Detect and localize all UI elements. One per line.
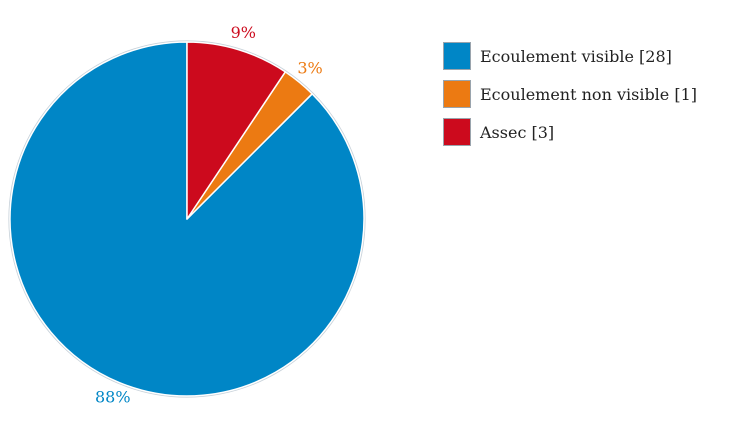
legend-item-ecoulement-visible: Ecoulement visible [28] — [443, 41, 697, 71]
legend-label-ecoulement-non-visible: Ecoulement non visible [1] — [480, 84, 698, 104]
pie-slice-assec — [186, 41, 287, 220]
legend-label-assec: Assec [3] — [480, 122, 555, 142]
chart-legend: Ecoulement visible [28] Ecoulement non v… — [443, 41, 697, 155]
pie-label-ecoulement-visible: 88% — [95, 388, 131, 407]
legend-item-assec: Assec [3] — [443, 117, 697, 147]
pie-label-ecoulement-non-visible: 3% — [297, 59, 322, 78]
pie-label-assec: 9% — [231, 23, 256, 42]
legend-swatch-assec — [443, 118, 471, 146]
pie-outline — [8, 40, 366, 398]
legend-swatch-ecoulement-non-visible — [443, 80, 471, 108]
legend-label-ecoulement-visible: Ecoulement visible [28] — [480, 46, 672, 66]
legend-item-ecoulement-non-visible: Ecoulement non visible [1] — [443, 79, 697, 109]
legend-swatch-ecoulement-visible — [443, 42, 471, 70]
